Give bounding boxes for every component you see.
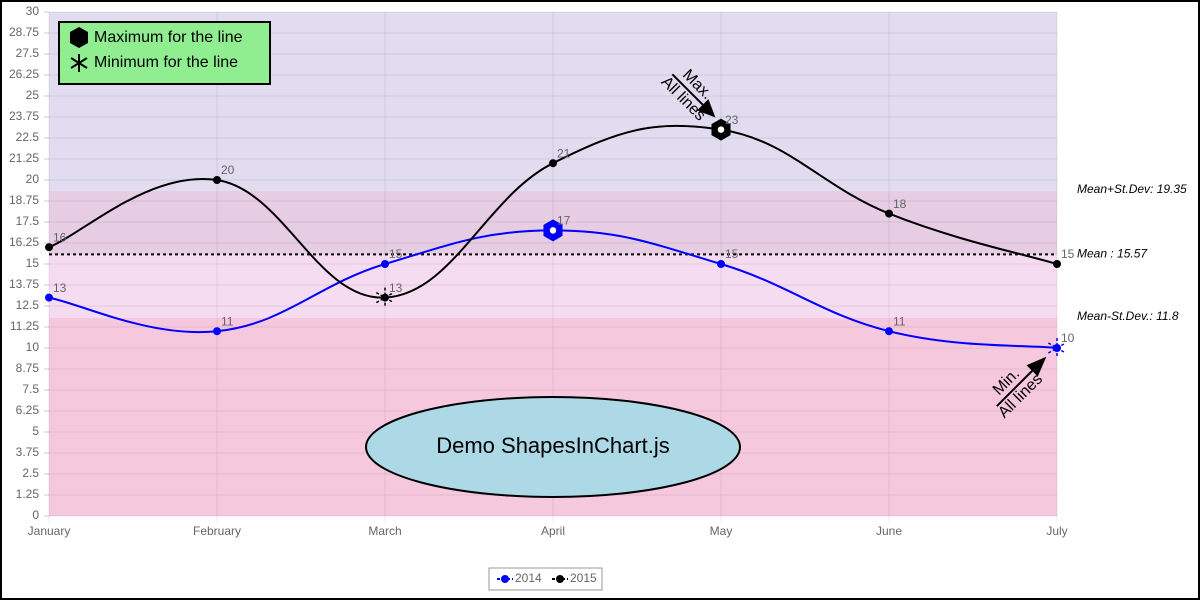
data-label: 23 [725, 113, 739, 127]
legend-label: 2014 [515, 571, 542, 585]
reference-label: Mean : 15.57 [1077, 247, 1148, 261]
demo-ellipse [365, 396, 741, 498]
shape-legend-text: Minimum for the line [94, 54, 238, 71]
point [716, 124, 726, 135]
data-label: 18 [893, 197, 907, 211]
reference-label: Mean-St.Dev.: 11.8 [1077, 309, 1179, 323]
point [885, 209, 893, 218]
data-label: 15 [1061, 247, 1075, 261]
x-tick-label: February [193, 524, 241, 538]
y-tick-label: 22.5 [16, 130, 40, 144]
y-tick-label: 25 [26, 88, 40, 102]
y-tick-label: 7.5 [22, 382, 39, 396]
y-tick-label: 26.25 [9, 67, 39, 81]
x-tick-label: April [541, 524, 565, 538]
shape-legend-text: Maximum for the line [94, 29, 243, 46]
y-tick-label: 21.25 [9, 151, 39, 165]
y-tick-label: 8.75 [16, 361, 40, 375]
legend-label: 2015 [570, 571, 597, 585]
x-tick-label: January [28, 524, 71, 538]
demo-text: Demo ShapesInChart.js [436, 433, 670, 458]
y-tick-label: 10 [26, 340, 40, 354]
shape-legend-box [58, 21, 271, 85]
asterisk-icon [70, 54, 88, 72]
data-label: 16 [53, 230, 67, 244]
data-label: 11 [893, 314, 906, 328]
band [49, 254, 1057, 318]
y-tick-label: 27.5 [16, 46, 40, 60]
y-tick-label: 13.75 [9, 277, 39, 291]
data-label: 21 [557, 146, 571, 160]
point [213, 176, 221, 184]
data-label: 17 [557, 214, 571, 228]
point [1053, 260, 1061, 268]
y-tick-label: 17.5 [16, 214, 40, 228]
reference-label: Mean+St.Dev: 19.35 [1077, 182, 1187, 196]
y-tick-label: 12.5 [16, 298, 40, 312]
y-tick-label: 18.75 [9, 193, 39, 207]
x-tick-label: June [876, 524, 902, 538]
data-label: 13 [53, 281, 67, 295]
legend-box [488, 567, 603, 591]
y-tick-label: 6.25 [16, 403, 40, 417]
point [45, 243, 53, 252]
point [381, 293, 389, 302]
data-label: 13 [389, 281, 403, 295]
y-tick-label: 30 [26, 4, 40, 18]
x-tick-label: July [1046, 524, 1067, 538]
y-tick-label: 1.25 [16, 487, 40, 501]
hexagon-icon [70, 27, 88, 48]
x-tick-label: May [710, 524, 733, 538]
point [717, 260, 725, 268]
point [213, 327, 221, 336]
y-tick-label: 5 [32, 424, 39, 438]
point [381, 260, 389, 268]
y-tick-label: 15 [26, 256, 40, 270]
data-label: 20 [221, 163, 235, 177]
y-tick-label: 28.75 [9, 25, 39, 39]
point [548, 225, 558, 236]
point [885, 327, 893, 336]
data-label: 10 [1061, 331, 1075, 345]
y-tick-label: 20 [26, 172, 40, 186]
y-tick-label: 23.75 [9, 109, 39, 123]
y-tick-label: 16.25 [9, 235, 39, 249]
point [1053, 344, 1061, 352]
data-label: 11 [221, 314, 234, 328]
data-label: 15 [389, 247, 403, 261]
data-label: 15 [725, 247, 739, 261]
legend-symbol [501, 575, 509, 583]
y-tick-label: 11.25 [10, 319, 39, 333]
y-tick-label: 3.75 [16, 445, 40, 459]
x-tick-label: March [368, 524, 401, 538]
point [45, 293, 53, 302]
y-tick-label: 2.5 [22, 466, 39, 480]
legend-symbol [556, 575, 564, 583]
y-tick-label: 0 [32, 508, 39, 522]
point [549, 159, 557, 168]
